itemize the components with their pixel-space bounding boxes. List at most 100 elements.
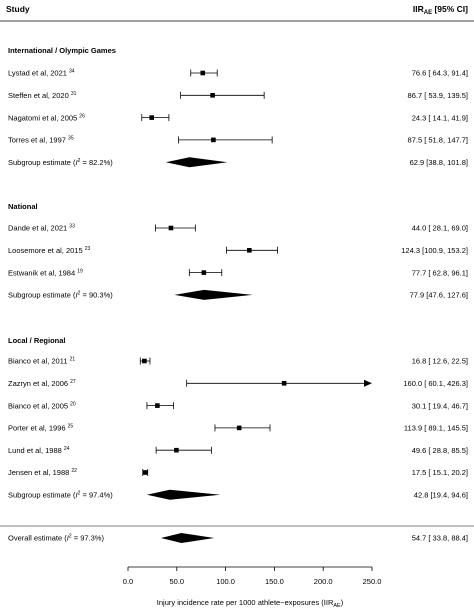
- group-3-study-1-point: [142, 358, 147, 364]
- group-2-study-1-label-text: Dande et al, 2021: [8, 224, 69, 233]
- group-2-study-3-label-ref: 19: [77, 268, 83, 274]
- group-2-study-2-point: [247, 248, 252, 253]
- overall-estimate-label: Overall estimate (I2 = 97.3%): [8, 534, 104, 543]
- group-2-study-2-label: Loosemore et al, 2015 23: [8, 246, 90, 255]
- group-3-study-5-ci-text: 49.6 [ 28.8, 85.5]: [412, 446, 468, 455]
- x-axis: 0.0 50.0 100.0 150.0 200.0 250.0: [123, 566, 382, 586]
- group-1-study-4-label: Torres et al, 1997 35: [8, 136, 74, 145]
- group-3-study-2-point: [281, 381, 287, 386]
- group-2-subgroup-label-part-0: Subgroup estimate (: [8, 291, 76, 300]
- group-3-study-1-label: Bianco et al, 2011 21: [8, 357, 75, 366]
- group-1-study-1-point: [200, 70, 206, 76]
- group-1-study-3-label-ref: 26: [79, 113, 85, 119]
- group-1-study-4-label-text: Torres et al, 1997: [8, 136, 68, 145]
- group-3-study-4-label-ref: 25: [68, 424, 74, 430]
- group-1-study-3-point: [149, 115, 155, 120]
- group-2-subgroup-ci-text: 77.9 [47.6, 127.6]: [410, 291, 468, 300]
- group-3-study-2-label-text: Zazryn et al, 2006: [8, 379, 70, 388]
- group-2-study-3-label: Estwanik et al, 1984 19: [8, 268, 83, 277]
- group-3-study-1-label-text: Bianco et al, 2011: [8, 357, 70, 366]
- group-1-study-1-ci-text: 76.6 [ 64.3, 91.4]: [412, 69, 468, 78]
- group-3-subgroup-label-part-0: Subgroup estimate (: [8, 491, 76, 500]
- group-2-study-1-label: Dande et al, 2021 33: [8, 224, 75, 233]
- group-2-subgroup-diamond: [174, 289, 253, 300]
- group-3-study-5-label-text: Lund et al, 1988: [8, 446, 64, 455]
- group-3-study-6-label: Jensen et al, 1988 22: [8, 468, 77, 477]
- group-2-subgroup-label: Subgroup estimate (I2 = 90.3%): [8, 291, 113, 300]
- group-1-title: International / Olympic Games: [8, 46, 116, 55]
- group-1-study-1-label-ref: 34: [69, 69, 75, 75]
- group-2-study-2-ci-text: 124.3 [100.9, 153.2]: [401, 246, 468, 255]
- group-3-study-5-label: Lund et al, 1988 24: [8, 446, 70, 455]
- x-tick-label-0: 0.0: [123, 577, 133, 586]
- group-3-study-1-ci-text: 16.8 [ 12.6, 22.5]: [412, 357, 468, 366]
- overall-estimate-label-part-0: Overall estimate (: [8, 534, 67, 543]
- x-tick-label-4: 200.0: [314, 577, 333, 586]
- group-3-subgroup-label: Subgroup estimate (I2 = 97.4%): [8, 491, 113, 500]
- group-1-subgroup-label: Subgroup estimate (I2 = 82.2%): [8, 158, 113, 167]
- overall-estimate-diamond: [160, 533, 215, 543]
- group-1-study-4-point: [211, 137, 216, 143]
- overall-estimate-label-part-2: 2: [69, 534, 72, 540]
- group-3-study-3-label: Bianco et al, 2005 20: [8, 401, 76, 410]
- group-3-study-3-point: [155, 403, 160, 408]
- group-1-study-1-label: Lystad et al, 2021 34: [8, 69, 75, 78]
- x-tick-label-5: 250.0: [363, 577, 382, 586]
- header-iir: IIRAE [95% CI]: [413, 4, 468, 16]
- group-1-subgroup-label-part-1: I: [76, 158, 78, 167]
- group-2-study-3-ci-text: 77.7 [ 62.8, 96.1]: [412, 268, 468, 277]
- group-3-subgroup-diamond: [146, 489, 221, 500]
- x-axis-title: Injury incidence rate per 1000 athlete−e…: [157, 598, 344, 609]
- group-1-study-2-ci-text: 86.7 [ 53.9, 139.5]: [408, 91, 468, 100]
- group-2-subgroup-label-part-2: 2: [78, 291, 81, 297]
- group-3-study-4-ci-text: 113.9 [ 89.1, 145.5]: [404, 424, 468, 433]
- overall-estimate-label-part-3: = 97.3%): [72, 534, 105, 543]
- group-3-study-1-label-ref: 21: [70, 357, 76, 363]
- group-2-subgroup-label-part-1: I: [76, 291, 78, 300]
- overall-estimate-ci-text: 54.7 [ 33.8, 88.4]: [412, 534, 468, 543]
- group-1-study-3-label-text: Nagatomi et al, 2005: [8, 113, 79, 122]
- group-3-study-2-label: Zazryn et al, 2006 27: [8, 379, 76, 388]
- group-3-study-6-label-ref: 22: [71, 468, 77, 474]
- forest-rows: International / Olympic Games Lystad et a…: [8, 46, 468, 543]
- group-1-study-3-ci-text: 24.3 [ 14.1, 41.9]: [412, 113, 468, 122]
- group-2-study-2-label-text: Loosemore et al, 2015: [8, 246, 85, 255]
- group-3-study-5-point: [174, 447, 179, 453]
- x-axis-title-sub: AE: [333, 603, 341, 609]
- group-1-subgroup-label-part-0: Subgroup estimate (: [8, 158, 76, 167]
- group-1-study-3-label: Nagatomi et al, 2005 26: [8, 113, 85, 122]
- group-3-study-6-ci-text: 17.5 [ 15.1, 20.2]: [412, 468, 468, 477]
- group-3-study-3-ci-text: 30.1 [ 19.4, 46.7]: [412, 401, 468, 410]
- group-3-subgroup-ci-text: 42.8 [19.4, 94.6]: [414, 491, 468, 500]
- group-3-study-4-point: [236, 425, 242, 431]
- group-2-study-3-point: [201, 270, 207, 275]
- x-axis-title-tail: ): [341, 598, 344, 607]
- group-1-study-1-label-text: Lystad et al, 2021: [8, 69, 69, 78]
- group-1-study-4-label-ref: 35: [68, 136, 74, 142]
- group-3-subgroup-label-part-2: 2: [78, 491, 81, 497]
- group-2-study-3-label-text: Estwanik et al, 1984: [8, 268, 77, 277]
- group-3-subgroup-label-part-3: = 97.4%): [80, 491, 113, 500]
- group-3-study-4-label: Porter et al, 1996 25: [8, 424, 73, 433]
- group-3-subgroup-label-part-1: I: [76, 491, 78, 500]
- x-tick-label-3: 150.0: [265, 577, 284, 586]
- group-3-study-3-label-text: Bianco et al, 2005: [8, 401, 70, 410]
- x-axis-title-main: Injury incidence rate per 1000 athlete−e…: [157, 598, 334, 607]
- group-2-subgroup-label-part-3: = 90.3%): [80, 291, 113, 300]
- group-2-title: National: [8, 202, 38, 211]
- header-iir-main: IIR: [413, 4, 424, 14]
- group-1-subgroup-label-part-3: = 82.2%): [80, 158, 113, 167]
- group-3-study-6-point: [142, 470, 148, 475]
- header-iir-sub: AE: [424, 10, 432, 16]
- group-3-title: Local / Regional: [8, 336, 66, 345]
- header-iir-tail: [95% CI]: [432, 4, 468, 14]
- group-1-study-2-label-ref: 31: [71, 91, 77, 97]
- group-3-study-2-ci-arrow: [364, 379, 372, 387]
- overall-estimate-label-part-1: I: [67, 534, 69, 543]
- group-3-study-2-ci-text: 160.0 [ 60.1, 426.3]: [403, 379, 468, 388]
- group-1-study-4-ci-text: 87.5 [ 51.8, 147.7]: [408, 136, 468, 145]
- group-3-study-6-label-text: Jensen et al, 1988: [8, 468, 71, 477]
- x-tick-label-1: 50.0: [169, 577, 184, 586]
- group-3-study-3-label-ref: 20: [70, 401, 76, 407]
